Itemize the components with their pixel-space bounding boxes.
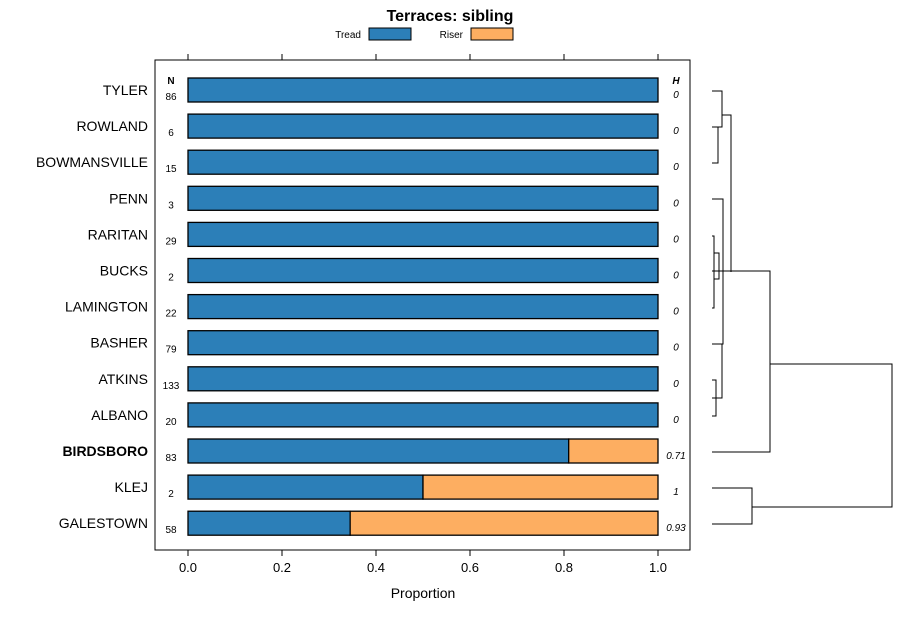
- h-value: 0: [673, 343, 679, 354]
- x-axis: 0.0 0.2 0.4 0.6 0.8 1.0: [179, 54, 667, 575]
- bar-segment-tread: [187, 149, 659, 175]
- row-label: GALESTOWN: [59, 515, 148, 531]
- bar-segment-tread: [187, 113, 659, 139]
- bar-segment-tread: [187, 221, 659, 248]
- row-label: ALBANO: [91, 407, 148, 423]
- chart-title: Terraces: sibling: [387, 8, 514, 25]
- bar-segment-tread: [187, 330, 659, 356]
- bar-segment-tread: [187, 438, 570, 464]
- h-value: 0: [673, 90, 679, 101]
- dendrogram-branch: [712, 487, 753, 525]
- dendrogram-branch: [712, 379, 717, 417]
- bar-rows: TYLER 86 0 ROWLAND 6 0 BOWMANSVILLE 15 0 PENN 3 0 RA…: [36, 77, 686, 536]
- bar-segment-tread: [187, 474, 424, 500]
- row-label: RARITAN: [88, 226, 148, 242]
- row-label: KLEJ: [115, 479, 148, 495]
- h-value: 0: [673, 234, 679, 245]
- row-label: BASHER: [90, 335, 148, 351]
- bar-segment-tread: [187, 293, 659, 320]
- n-value: 58: [165, 525, 177, 536]
- row-label: BIRDSBORO: [62, 443, 148, 459]
- bar-segment-riser: [422, 474, 659, 500]
- dendrogram-branch: [752, 363, 893, 508]
- n-value: 22: [165, 309, 177, 320]
- bar-segment-tread: [187, 402, 659, 428]
- x-tick-label: 0.4: [367, 560, 385, 575]
- bar-segment-tread: [187, 257, 659, 284]
- n-value: 2: [168, 489, 174, 500]
- n-column-header: N: [167, 76, 174, 87]
- legend-label-riser: Riser: [440, 30, 464, 41]
- bar-segment-tread: [187, 510, 351, 536]
- n-value: 133: [163, 381, 180, 392]
- h-value: 0.71: [666, 451, 685, 462]
- dendrogram-branch: [712, 126, 719, 164]
- n-value: 3: [168, 200, 174, 211]
- h-value: 0: [673, 307, 679, 318]
- h-value: 0: [673, 415, 679, 426]
- dendrogram-branch: [712, 235, 715, 309]
- x-tick-label: 0.0: [179, 560, 197, 575]
- legend: Tread Riser: [335, 27, 514, 41]
- n-value: 15: [165, 164, 177, 175]
- dendrogram-branch: [712, 90, 723, 128]
- bar-segment-tread: [187, 185, 659, 211]
- row-label: LAMINGTON: [65, 299, 148, 315]
- h-value: 0: [673, 379, 679, 390]
- h-value: 0: [673, 198, 679, 209]
- bar-segment-riser: [568, 438, 659, 464]
- plot-frame: [154, 59, 691, 551]
- dendrogram-branch: [714, 252, 720, 280]
- legend-swatch-riser: [470, 27, 514, 41]
- n-value: 86: [165, 92, 177, 103]
- h-column-header: H: [672, 76, 680, 87]
- row-label: ROWLAND: [76, 118, 148, 134]
- n-value: 29: [165, 236, 177, 247]
- row-label: BOWMANSVILLE: [36, 154, 148, 170]
- dendrogram: [712, 90, 893, 525]
- n-value: 6: [168, 128, 174, 139]
- h-value: 0: [673, 271, 679, 282]
- x-tick-label: 0.8: [555, 560, 573, 575]
- row-label: TYLER: [103, 82, 148, 98]
- h-value: 0: [673, 162, 679, 173]
- row-label: BUCKS: [100, 263, 148, 279]
- bar-segment-riser: [349, 510, 659, 536]
- x-tick-label: 1.0: [649, 560, 667, 575]
- dendrogram-branch: [712, 270, 771, 453]
- dendrogram-branch: [712, 343, 723, 399]
- x-axis-title: Proportion: [391, 585, 456, 601]
- dendrogram-branch: [722, 114, 732, 272]
- legend-label-tread: Tread: [335, 30, 361, 41]
- x-tick-label: 0.2: [273, 560, 291, 575]
- n-value: 2: [168, 273, 174, 284]
- x-tick-label: 0.6: [461, 560, 479, 575]
- h-value: 0.93: [666, 523, 686, 534]
- n-value: 79: [165, 345, 177, 356]
- bar-segment-tread: [187, 366, 659, 392]
- bar-segment-tread: [187, 77, 659, 103]
- row-label: ATKINS: [98, 371, 148, 387]
- h-value: 0: [673, 126, 679, 137]
- row-label: PENN: [109, 190, 148, 206]
- legend-swatch-tread: [368, 27, 412, 41]
- n-value: 83: [165, 453, 177, 464]
- n-value: 20: [165, 417, 177, 428]
- h-value: 1: [673, 487, 679, 498]
